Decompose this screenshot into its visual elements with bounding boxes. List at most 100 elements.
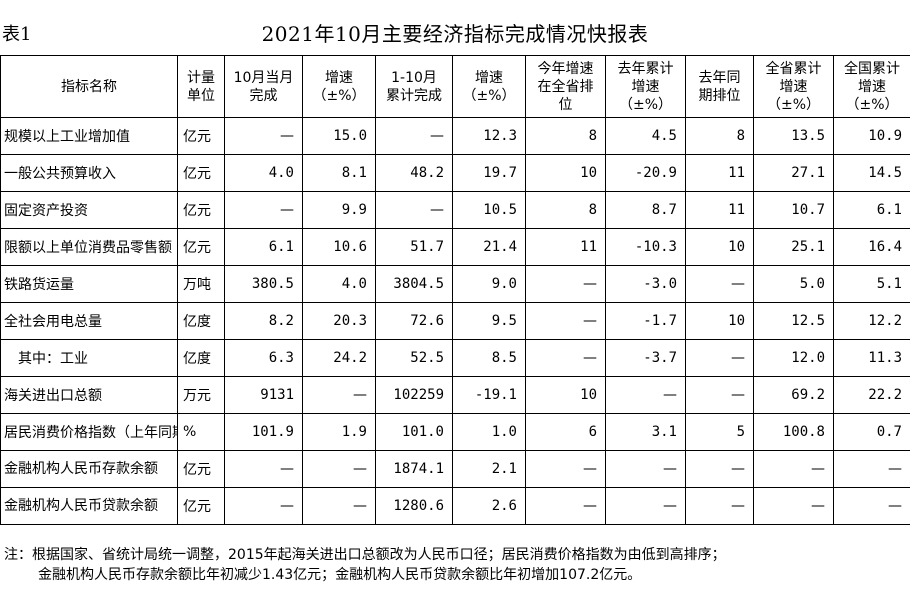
value-cell: 12.5 [753,302,834,340]
value-cell: 1874.1 [375,450,453,488]
value-cell: -10.3 [605,228,686,266]
value-cell: 1.0 [452,413,526,451]
value-cell: 48.2 [375,154,453,192]
indicator-name: 金融机构人民币贷款余额 [0,487,178,525]
value-cell: 10 [685,302,754,340]
value-cell: — [375,191,453,229]
table-row: 金融机构人民币贷款余额 亿元 — —1280.6 2.6— — — — — [0,487,910,525]
value-cell: 3804.5 [375,265,453,303]
value-cell: 1280.6 [375,487,453,525]
value-cell: 2.6 [452,487,526,525]
indicator-table: 指标名称 计量 单位 10月当月 完成 增速 （±%） 1-10月 累计完成 增速 （±%… [0,55,910,525]
table-row: 固定资产投资 亿元 —9.9—10.5 8 8.7 11 10.7 6.1 [0,191,910,229]
indicator-name: 限额以上单位消费品零售额 [0,228,178,266]
value-cell: — [302,450,376,488]
value-cell: 19.7 [452,154,526,192]
unit-cell: 亿元 [177,117,225,155]
table-row: 金融机构人民币存款余额 亿元 — —1874.1 2.1— — — — — [0,450,910,488]
unit-cell: 亿元 [177,450,225,488]
value-cell: 6 [525,413,606,451]
table-header: 指标名称 计量 单位 10月当月 完成 增速 （±%） 1-10月 累计完成 增速 （±%… [0,55,910,118]
value-cell: 8.5 [452,339,526,377]
value-cell: — [753,450,834,488]
value-cell: — [525,487,606,525]
column-header: 增速 （±%） [452,55,526,118]
value-cell: 22.2 [833,376,910,414]
value-cell: -20.9 [605,154,686,192]
value-cell: 10 [525,154,606,192]
value-cell: — [833,487,910,525]
column-header: 指标名称 [0,55,178,118]
table-row: 规模以上工业增加值 亿元 —15.0—12.3 8 4.5 8 13.5 10.9 [0,117,910,155]
column-header: 增速 （±%） [302,55,376,118]
report-header: 表1 2021年10月主要经济指标完成情况快报表 [0,10,910,50]
value-cell: 11 [685,191,754,229]
value-cell: 8 [525,191,606,229]
value-cell: — [685,450,754,488]
table-row: 海关进出口总额 万元 9131—102259 -19.1 10— —69.2 22.2 [0,376,910,414]
table-row: 一般公共预算收入 亿元 4.0 8.1 48.2 19.7 10 -20.9 11 27.1 14.… [0,154,910,192]
column-header: 全省累计 增速 （±%） [753,55,834,118]
header-row: 指标名称 计量 单位 10月当月 完成 增速 （±%） 1-10月 累计完成 增速 （±%… [0,55,910,118]
value-cell: 13.5 [753,117,834,155]
value-cell: 10.5 [452,191,526,229]
value-cell: 10 [525,376,606,414]
value-cell: 5 [685,413,754,451]
value-cell: 69.2 [753,376,834,414]
value-cell: — [525,339,606,377]
value-cell: 9.9 [302,191,376,229]
value-cell: 380.5 [224,265,303,303]
indicator-name: 全社会用电总量 [0,302,178,340]
value-cell: 10.7 [753,191,834,229]
column-header: 今年增速 在全省排 位 [525,55,606,118]
indicator-name: 海关进出口总额 [0,376,178,414]
value-cell: — [224,117,303,155]
value-cell: — [302,487,376,525]
value-cell: 8.7 [605,191,686,229]
value-cell: 101.9 [224,413,303,451]
value-cell: — [605,376,686,414]
value-cell: 0.7 [833,413,910,451]
column-header: 去年同 期排位 [685,55,754,118]
table-row: 居民消费价格指数（上年同期=100）%101.91.9101.01.063.15… [0,413,910,451]
value-cell: 20.3 [302,302,376,340]
value-cell: 21.4 [452,228,526,266]
unit-cell: 亿元 [177,228,225,266]
value-cell: 9131 [224,376,303,414]
value-cell: — [224,450,303,488]
table-body: 规模以上工业增加值 亿元 —15.0—12.3 8 4.5 8 13.5 10.9 一般公共预算… [0,117,910,525]
value-cell: 52.5 [375,339,453,377]
value-cell: 11 [685,154,754,192]
indicator-name: 金融机构人民币存款余额 [0,450,178,488]
value-cell: 101.0 [375,413,453,451]
value-cell: — [525,265,606,303]
value-cell: 11.3 [833,339,910,377]
unit-cell: 亿度 [177,302,225,340]
value-cell: 11 [525,228,606,266]
value-cell: 5.1 [833,265,910,303]
value-cell: 5.0 [753,265,834,303]
value-cell: 15.0 [302,117,376,155]
column-header: 计量 单位 [177,55,225,118]
value-cell: 8.2 [224,302,303,340]
value-cell: 6.1 [833,191,910,229]
indicator-name: 其中：工业 [0,339,178,377]
value-cell: — [833,450,910,488]
value-cell: 16.4 [833,228,910,266]
footnote-line-2: 金融机构人民币存款余额比年初减少1.43亿元；金融机构人民币贷款余额比年初增加1… [38,567,642,583]
unit-cell: % [177,413,225,451]
column-header: 去年累计 增速 （±%） [605,55,686,118]
value-cell: 100.8 [753,413,834,451]
unit-cell: 万元 [177,376,225,414]
value-cell: 10.6 [302,228,376,266]
value-cell: — [685,339,754,377]
unit-cell: 万吨 [177,265,225,303]
value-cell: 8 [525,117,606,155]
value-cell: -3.0 [605,265,686,303]
column-header: 10月当月 完成 [224,55,303,118]
value-cell: 8.1 [302,154,376,192]
value-cell: 6.1 [224,228,303,266]
value-cell: — [685,487,754,525]
table-row: 铁路货运量 万吨 380.5 4.0 3804.5 9.0— -3.0—5.0 5.1 [0,265,910,303]
value-cell: 1.9 [302,413,376,451]
